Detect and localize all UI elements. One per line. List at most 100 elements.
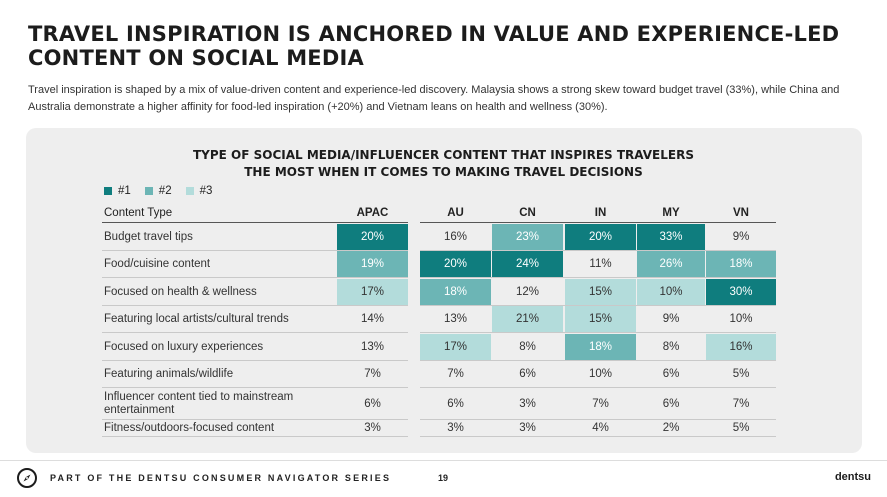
table-cell: 12%	[515, 286, 540, 298]
legend-label-rank3: #3	[199, 185, 213, 197]
table-cell: 21%	[492, 306, 563, 332]
row-divider	[102, 305, 408, 306]
row-divider	[420, 419, 776, 420]
table-cell: 11%	[589, 258, 612, 270]
legend-label-rank2: #2	[158, 185, 172, 197]
legend: #1 #2 #3	[104, 185, 226, 197]
table-cell: 5%	[732, 368, 750, 380]
column-header-apac: APAC	[356, 207, 389, 219]
legend-item-rank2: #2	[144, 185, 172, 197]
table-cell: 19%	[337, 251, 408, 277]
row-label: Featuring animals/wildlife	[104, 367, 234, 380]
table-cell: 8%	[662, 341, 680, 353]
table-cell: 18%	[565, 334, 636, 360]
table-cell: 18%	[706, 251, 776, 277]
table-cell: 5%	[732, 422, 750, 434]
row-divider	[420, 360, 776, 361]
row-label: Focused on health & wellness	[104, 285, 257, 298]
table-cell: 6%	[447, 398, 464, 410]
table-cell: 16%	[443, 231, 468, 243]
table-cell: 13%	[360, 341, 385, 353]
table-cell: 9%	[662, 313, 680, 325]
table-cell: 10%	[637, 279, 705, 305]
row-divider	[102, 277, 408, 278]
table-cell: 14%	[360, 313, 385, 325]
row-divider	[102, 387, 408, 388]
table-cell: 10%	[729, 313, 753, 325]
legend-item-rank1: #1	[104, 185, 131, 197]
page-number: 19	[438, 473, 449, 483]
compass-icon	[17, 468, 37, 488]
table-cell: 13%	[443, 313, 468, 325]
table-cell: 2%	[662, 422, 680, 434]
row-label: Fitness/outdoors-focused content	[104, 421, 275, 434]
table-cell: 23%	[492, 224, 563, 250]
row-divider	[420, 436, 776, 437]
table-cell: 3%	[519, 398, 536, 410]
table-cell: 6%	[662, 368, 680, 380]
table-cell: 6%	[364, 398, 381, 410]
row-divider	[102, 436, 408, 437]
column-header-au: AU	[447, 207, 464, 219]
footer-series-text: PART OF THE DENTSU CONSUMER NAVIGATOR SE…	[50, 473, 392, 483]
table-cell: 20%	[337, 224, 408, 250]
table-cell: 8%	[519, 341, 536, 353]
table-cell: 7%	[364, 368, 381, 380]
table-cell: 26%	[637, 251, 705, 277]
table-cell: 3%	[447, 422, 464, 434]
column-header-cn: CN	[519, 207, 536, 219]
table-cell: 16%	[706, 334, 776, 360]
column-header-in: IN	[594, 207, 607, 219]
column-header-vn: VN	[733, 207, 749, 219]
column-header-my: MY	[662, 207, 680, 219]
chart-title-line-2: THE MOST WHEN IT COMES TO MAKING TRAVEL …	[244, 165, 643, 179]
table-cell: 17%	[420, 334, 491, 360]
table-cell: 17%	[337, 279, 408, 305]
column-header-content-type: Content Type	[104, 207, 173, 219]
page-title: TRAVEL INSPIRATION IS ANCHORED IN VALUE …	[28, 22, 840, 70]
footer-divider	[0, 460, 887, 461]
table-cell: 6%	[662, 398, 680, 410]
table-cell: 4%	[592, 422, 609, 434]
legend-swatch-rank2	[144, 187, 153, 195]
legend-label-rank1: #1	[118, 185, 131, 197]
row-divider	[420, 250, 776, 251]
table-cell: 18%	[420, 279, 491, 305]
row-label: Food/cuisine content	[104, 257, 211, 270]
brand-logo: dentsu	[834, 471, 871, 483]
table-cell: 24%	[492, 251, 563, 277]
table-cell: 15%	[565, 306, 636, 332]
header-rule-right	[420, 222, 776, 223]
header-rule-left	[102, 222, 408, 223]
legend-item-rank3: #3	[185, 185, 213, 197]
row-divider	[102, 419, 408, 420]
chart-title-line-1: TYPE OF SOCIAL MEDIA/INFLUENCER CONTENT …	[193, 148, 694, 162]
row-divider	[102, 360, 408, 361]
row-divider	[420, 387, 776, 388]
table-cell: 7%	[592, 398, 609, 410]
legend-swatch-rank3	[185, 187, 194, 195]
row-divider	[102, 250, 408, 251]
table-cell: 7%	[732, 398, 750, 410]
row-label: Focused on luxury experiences	[104, 340, 264, 353]
chart-title: TYPE OF SOCIAL MEDIA/INFLUENCER CONTENT …	[0, 147, 887, 181]
table-cell: 3%	[364, 422, 381, 434]
table-cell: 7%	[447, 368, 464, 380]
table-cell: 15%	[565, 279, 636, 305]
row-divider	[102, 332, 408, 333]
table-cell: 20%	[565, 224, 636, 250]
table-cell: 30%	[706, 279, 776, 305]
row-divider	[420, 277, 776, 278]
page-subtitle: Travel inspiration is shaped by a mix of…	[28, 84, 840, 113]
table-cell: 9%	[732, 231, 750, 243]
row-divider	[420, 332, 776, 333]
row-divider	[420, 305, 776, 306]
table-cell: 20%	[420, 251, 491, 277]
row-label: Featuring local artists/cultural trends	[104, 312, 289, 325]
table-cell: 6%	[519, 368, 536, 380]
row-label: Influencer content tied to mainstream en…	[104, 391, 294, 416]
table-cell: 10%	[588, 368, 613, 380]
row-label: Budget travel tips	[104, 230, 193, 243]
table-cell: 33%	[637, 224, 705, 250]
